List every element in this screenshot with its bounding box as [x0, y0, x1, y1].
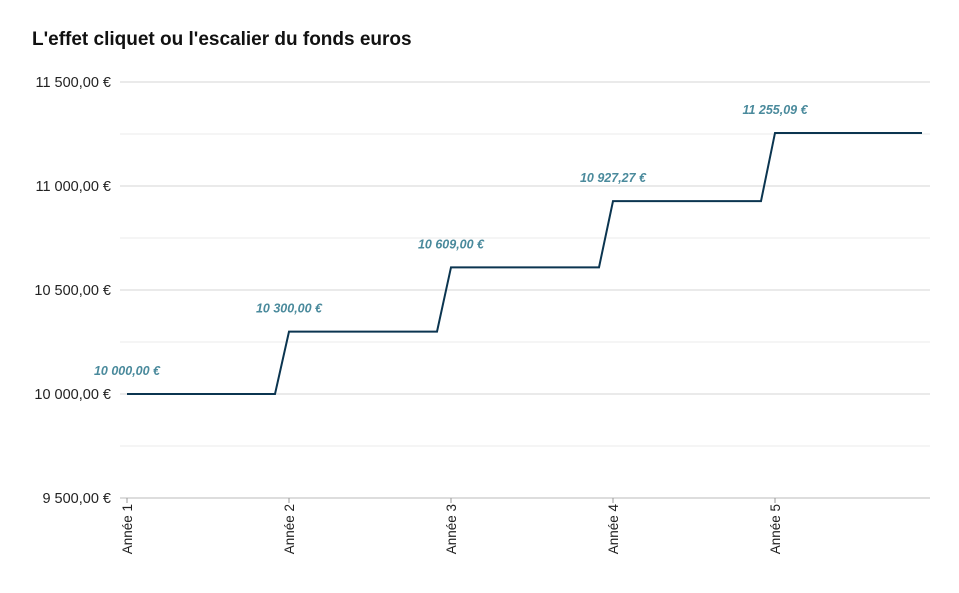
data-label: 10 000,00 €: [94, 364, 161, 378]
chart-title: L'effet cliquet ou l'escalier du fonds e…: [32, 29, 412, 50]
x-tick-label: Année 1: [120, 504, 135, 554]
y-tick-label: 11 500,00 €: [35, 75, 111, 91]
y-tick-label: 10 000,00 €: [34, 387, 111, 403]
x-tick-label: Année 5: [768, 504, 783, 554]
data-label: 10 609,00 €: [418, 237, 485, 251]
y-tick-label: 9 500,00 €: [42, 491, 111, 507]
x-tick-label: Année 3: [444, 504, 459, 554]
data-label: 11 255,09 €: [742, 103, 808, 117]
data-label: 10 927,27 €: [580, 171, 647, 185]
y-tick-label: 10 500,00 €: [34, 283, 111, 299]
x-tick-label: Année 2: [282, 504, 297, 554]
series-line-path: [127, 131, 922, 395]
y-tick-label: 11 000,00 €: [35, 179, 111, 195]
series-line: [127, 131, 922, 395]
x-axis-ticks: Année 1 Année 2 Année 3 Année 4 Année 5: [120, 498, 783, 554]
x-tick-label: Année 4: [606, 504, 621, 555]
data-labels: 10 000,00 € 10 300,00 € 10 609,00 € 10 927,…: [94, 103, 809, 378]
data-label: 10 300,00 €: [256, 302, 323, 316]
y-axis-ticks: 9 500,00 € 10 000,00 € 10 500,00 € 11 000,0…: [34, 75, 111, 507]
grid-lines: [120, 81, 930, 499]
